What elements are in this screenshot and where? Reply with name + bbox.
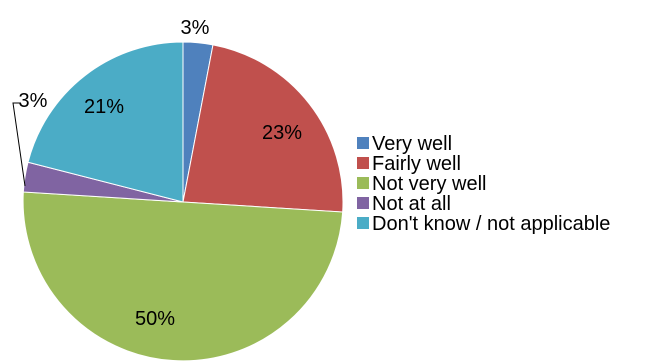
pie-slice-not-very-well <box>22 191 344 362</box>
slice-data-label: 23% <box>262 122 302 144</box>
legend-swatch <box>357 217 369 229</box>
legend-swatch <box>357 197 369 209</box>
legend-label: Not at all <box>372 193 451 215</box>
legend-swatch <box>357 137 369 149</box>
slice-data-label: 3% <box>181 17 210 39</box>
legend-swatch <box>357 157 369 169</box>
slice-labels: 3% 23% 50% 3% 21% <box>19 17 303 330</box>
legend-label: Very well <box>372 133 452 155</box>
slice-data-label: 21% <box>84 96 124 118</box>
slice-data-label: 50% <box>135 308 175 330</box>
legend-label: Not very well <box>372 173 486 195</box>
pie-slices <box>22 41 344 362</box>
leader-line <box>12 102 26 187</box>
legend-label: Don't know / not applicable <box>372 213 610 235</box>
legend-label: Fairly well <box>372 153 461 175</box>
leader-lines <box>12 102 26 187</box>
pie-slice-don-t-know-not-applicable <box>27 41 184 203</box>
slice-data-label: 3% <box>19 90 48 112</box>
pie-slice-fairly-well <box>182 44 344 213</box>
legend-swatch <box>357 177 369 189</box>
